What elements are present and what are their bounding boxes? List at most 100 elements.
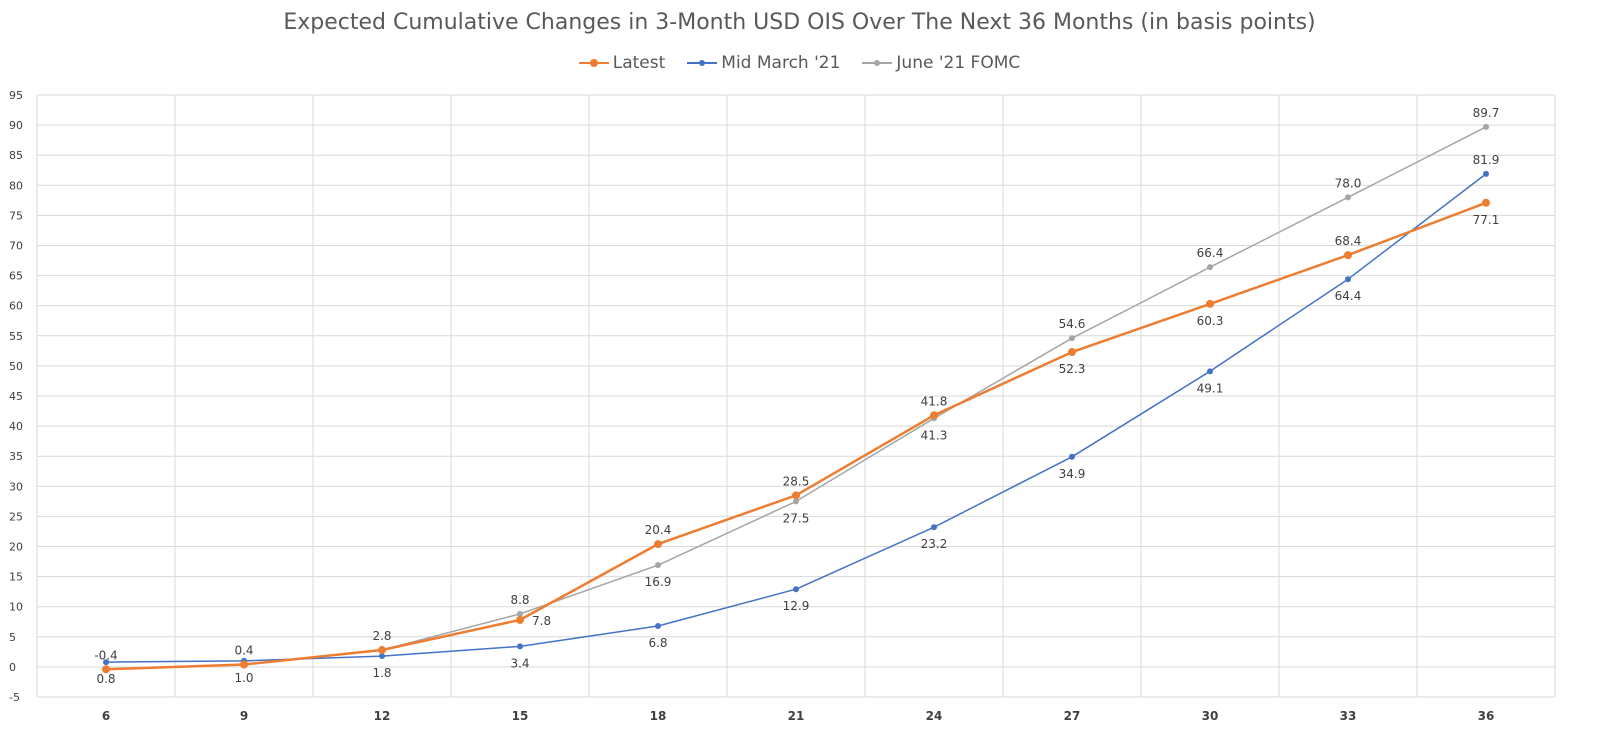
y-tick-label: 15 <box>9 571 23 584</box>
y-tick-label: 95 <box>9 89 23 102</box>
legend-swatch-mid-march <box>687 56 718 70</box>
y-tick-label: 70 <box>9 240 23 253</box>
y-tick-label: 20 <box>9 541 23 554</box>
data-label: 68.4 <box>1335 234 1362 248</box>
y-tick-label: 30 <box>9 480 23 493</box>
data-label: 0.4 <box>234 643 253 657</box>
x-tick-label: 30 <box>1202 709 1219 723</box>
axis-layer: -505101520253035404550556065707580859095… <box>9 89 1494 723</box>
data-point <box>1345 276 1351 283</box>
y-tick-label: 55 <box>9 330 23 343</box>
data-label: 89.7 <box>1473 106 1500 120</box>
y-tick-label: 5 <box>9 631 16 644</box>
y-tick-label: -5 <box>9 691 20 704</box>
data-point <box>1206 299 1214 308</box>
data-label: 0.8 <box>96 672 115 686</box>
data-point <box>793 586 799 593</box>
data-point <box>655 622 661 629</box>
data-point <box>378 646 386 655</box>
data-label: 49.1 <box>1197 381 1224 395</box>
data-label: 52.3 <box>1059 362 1086 376</box>
data-label: 41.8 <box>921 394 948 408</box>
data-point <box>655 562 661 569</box>
grid-layer <box>36 94 1556 698</box>
data-point <box>103 659 109 666</box>
y-tick-label: 80 <box>9 179 23 192</box>
chart-title: Expected Cumulative Changes in 3-Month U… <box>283 10 1316 35</box>
y-tick-label: 85 <box>9 149 23 162</box>
data-point <box>1483 123 1489 130</box>
data-label: -0.4 <box>94 648 117 662</box>
x-tick-label: 15 <box>512 709 529 723</box>
y-tick-label: 10 <box>9 601 23 614</box>
x-tick-label: 24 <box>926 709 943 723</box>
y-tick-label: 40 <box>9 420 23 433</box>
legend-label-june-fomc: June '21 FOMC <box>896 53 1021 73</box>
data-label: 2.8 <box>372 629 391 643</box>
y-tick-label: 0 <box>9 661 16 674</box>
data-label: 8.8 <box>510 593 529 607</box>
label-layer: 7.8 20.4 28.5 41.8 52.3 60.3 68.4 77.1 0.8 1.0 1.8… <box>94 106 1499 686</box>
legend-item-latest[interactable]: Latest <box>578 53 665 73</box>
y-tick-label: 60 <box>9 300 23 313</box>
data-point <box>931 524 937 531</box>
data-point <box>1069 335 1075 342</box>
y-tick-label: 75 <box>9 209 23 222</box>
x-tick-label: 36 <box>1478 709 1495 723</box>
data-point <box>102 665 110 674</box>
data-label: 7.8 <box>532 614 551 628</box>
data-point <box>379 653 385 660</box>
x-tick-label: 27 <box>1064 709 1081 723</box>
data-point <box>1482 198 1490 207</box>
data-point <box>1068 348 1076 357</box>
series-layer <box>102 123 1490 674</box>
legend-swatch-latest <box>578 56 609 70</box>
y-tick-label: 25 <box>9 510 23 523</box>
x-tick-label: 6 <box>102 709 110 723</box>
data-label: 78.0 <box>1335 176 1362 190</box>
data-point <box>1207 368 1213 375</box>
data-label: 1.8 <box>372 666 391 680</box>
x-tick-label: 18 <box>650 709 667 723</box>
legend: Latest Mid March '21 June '21 FOMC <box>0 53 1599 73</box>
legend-swatch-june-fomc <box>862 56 893 70</box>
data-point <box>1345 194 1351 201</box>
data-label: 77.1 <box>1473 213 1500 227</box>
data-label: 60.3 <box>1197 314 1224 328</box>
legend-item-mid-march[interactable]: Mid March '21 <box>687 53 840 73</box>
data-label: 64.4 <box>1335 289 1362 303</box>
x-tick-label: 21 <box>788 709 805 723</box>
data-point <box>240 660 248 669</box>
data-point <box>517 643 523 650</box>
data-label: 28.5 <box>783 474 810 488</box>
data-label: 27.5 <box>783 511 810 525</box>
y-tick-label: 35 <box>9 450 23 463</box>
data-label: 16.9 <box>645 575 672 589</box>
data-point <box>654 540 662 549</box>
data-point <box>517 610 523 617</box>
data-label: 6.8 <box>648 636 667 650</box>
data-point <box>1483 170 1489 177</box>
y-tick-label: 65 <box>9 270 23 283</box>
data-label: 34.9 <box>1059 467 1086 481</box>
data-label: 20.4 <box>645 523 672 537</box>
x-tick-label: 33 <box>1340 709 1357 723</box>
y-tick-label: 50 <box>9 360 23 373</box>
data-label: 1.0 <box>234 671 253 685</box>
data-label: 3.4 <box>510 656 529 670</box>
data-point <box>793 498 799 505</box>
data-point <box>516 615 524 624</box>
data-label: 54.6 <box>1059 317 1086 331</box>
data-label: 12.9 <box>783 599 810 613</box>
legend-item-june-fomc[interactable]: June '21 FOMC <box>862 53 1020 73</box>
data-point <box>1207 264 1213 271</box>
y-tick-label: 45 <box>9 390 23 403</box>
data-label: 66.4 <box>1197 246 1224 260</box>
data-point <box>1069 453 1075 460</box>
x-tick-label: 12 <box>374 709 391 723</box>
legend-label-mid-march: Mid March '21 <box>721 53 841 73</box>
data-point <box>930 411 938 420</box>
data-point <box>792 491 800 500</box>
data-label: 81.9 <box>1473 153 1500 167</box>
